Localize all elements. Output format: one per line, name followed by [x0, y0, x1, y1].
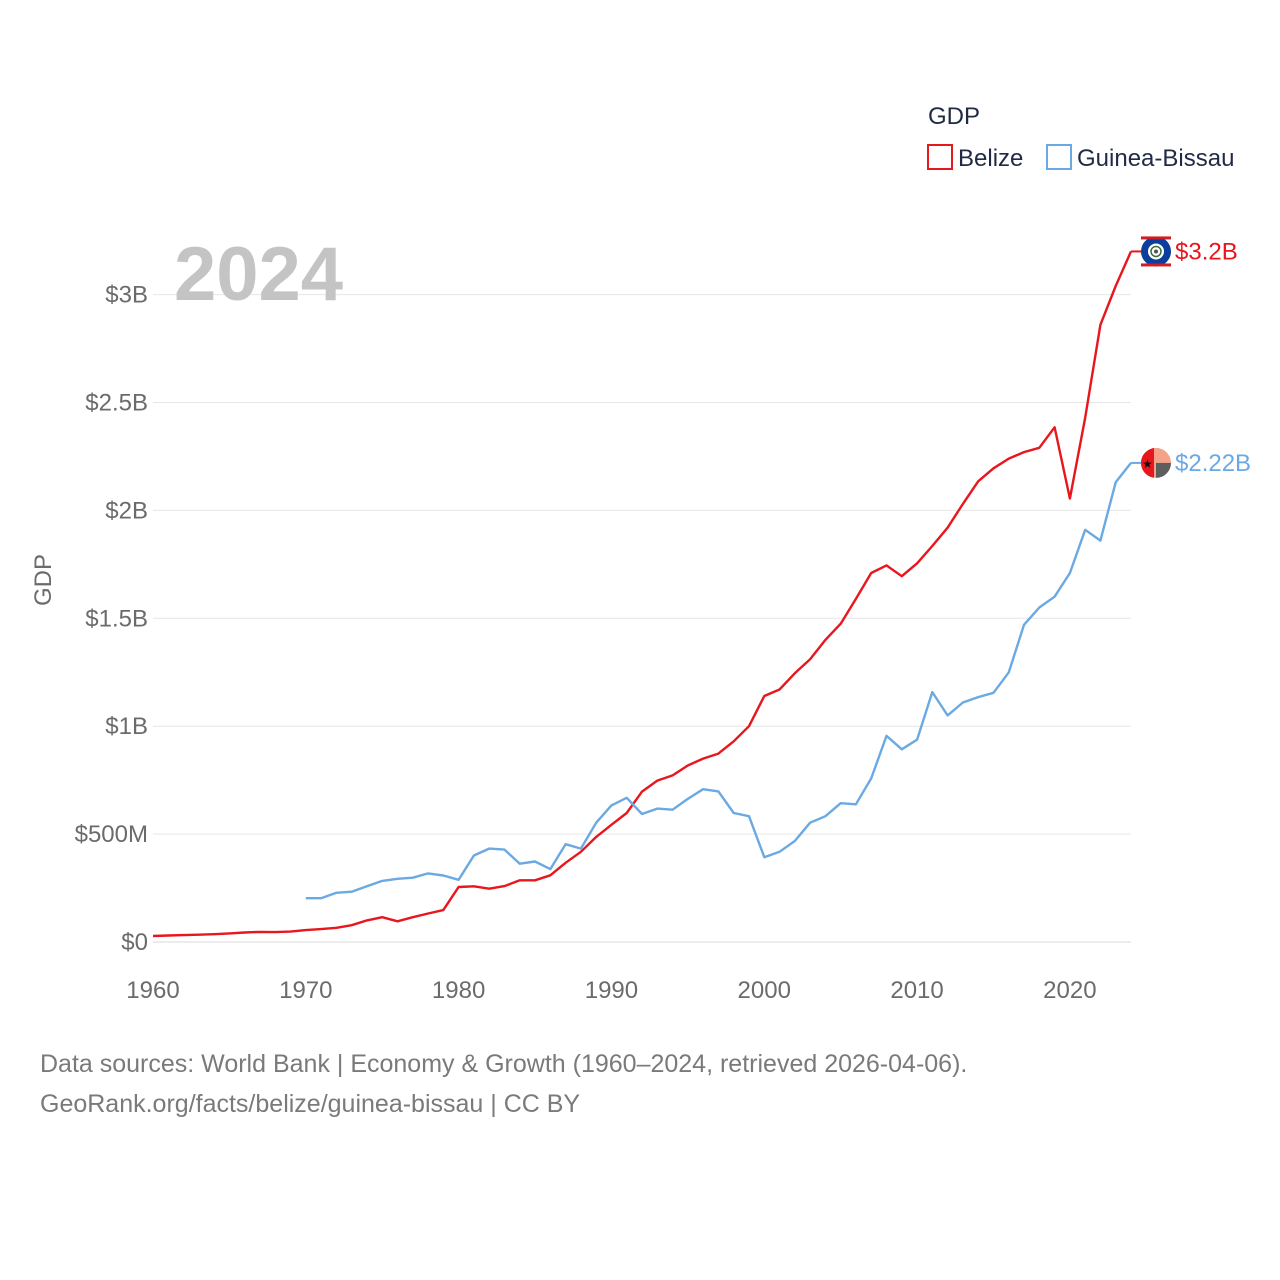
- legend-label-belize: Belize: [958, 145, 1023, 172]
- series-lines: [152, 250, 1133, 938]
- gridlines: [153, 294, 1131, 943]
- footer-credit: GeoRank.org/facts/belize/guinea-bissau |…: [40, 1090, 581, 1118]
- x-tick-label: 2000: [738, 977, 791, 1004]
- x-axis-ticks: 1960 1970 1980 1990 2000 2010 2020: [126, 977, 1096, 1004]
- guinea-bissau-end-marker: ★ $2.22B: [1131, 447, 1251, 478]
- footer: Data sources: World Bank | Economy & Gro…: [40, 1044, 967, 1124]
- legend-swatch-belize: [927, 144, 953, 170]
- x-tick-label: 2010: [890, 977, 943, 1004]
- x-tick-label: 1960: [126, 977, 179, 1004]
- guinea-bissau-end-label: $2.22B: [1175, 450, 1251, 477]
- belize-end-marker: $3.2B: [1131, 236, 1238, 267]
- y-axis-ticks: $0 $500M $1B $1.5B $2B $2.5B $3B: [75, 282, 148, 956]
- x-tick-label: 1990: [585, 977, 638, 1004]
- legend-swatch-guinea-bissau: [1046, 144, 1072, 170]
- y-tick-label: $2B: [105, 497, 148, 524]
- y-tick-label: $500M: [75, 821, 148, 848]
- footer-sources: Data sources: World Bank | Economy & Gro…: [40, 1050, 968, 1078]
- x-tick-label: 2020: [1043, 977, 1096, 1004]
- x-tick-label: 1980: [432, 977, 485, 1004]
- legend-item-belize[interactable]: Belize: [927, 144, 1023, 172]
- belize-flag-icon: [1141, 236, 1171, 267]
- y-tick-label: $1.5B: [85, 605, 148, 632]
- legend-item-guinea-bissau[interactable]: Guinea-Bissau: [1046, 144, 1234, 172]
- year-label: 2024: [174, 232, 343, 317]
- series-line-belize: [152, 250, 1133, 938]
- y-axis-label: GDP: [30, 554, 57, 606]
- legend-title: GDP: [928, 103, 980, 130]
- y-tick-label: $3B: [105, 282, 148, 309]
- legend: GDP Belize Guinea-Bissau: [927, 103, 1234, 172]
- series-line-guinea-bissau: [305, 462, 1132, 900]
- legend-label-guinea-bissau: Guinea-Bissau: [1077, 145, 1234, 172]
- y-tick-label: $0: [121, 929, 148, 956]
- x-tick-label: 1970: [279, 977, 332, 1004]
- y-tick-label: $2.5B: [85, 390, 148, 417]
- y-tick-label: $1B: [105, 713, 148, 740]
- svg-text:★: ★: [1142, 457, 1153, 471]
- belize-end-label: $3.2B: [1175, 238, 1238, 265]
- guinea-bissau-flag-icon: ★: [1141, 447, 1171, 478]
